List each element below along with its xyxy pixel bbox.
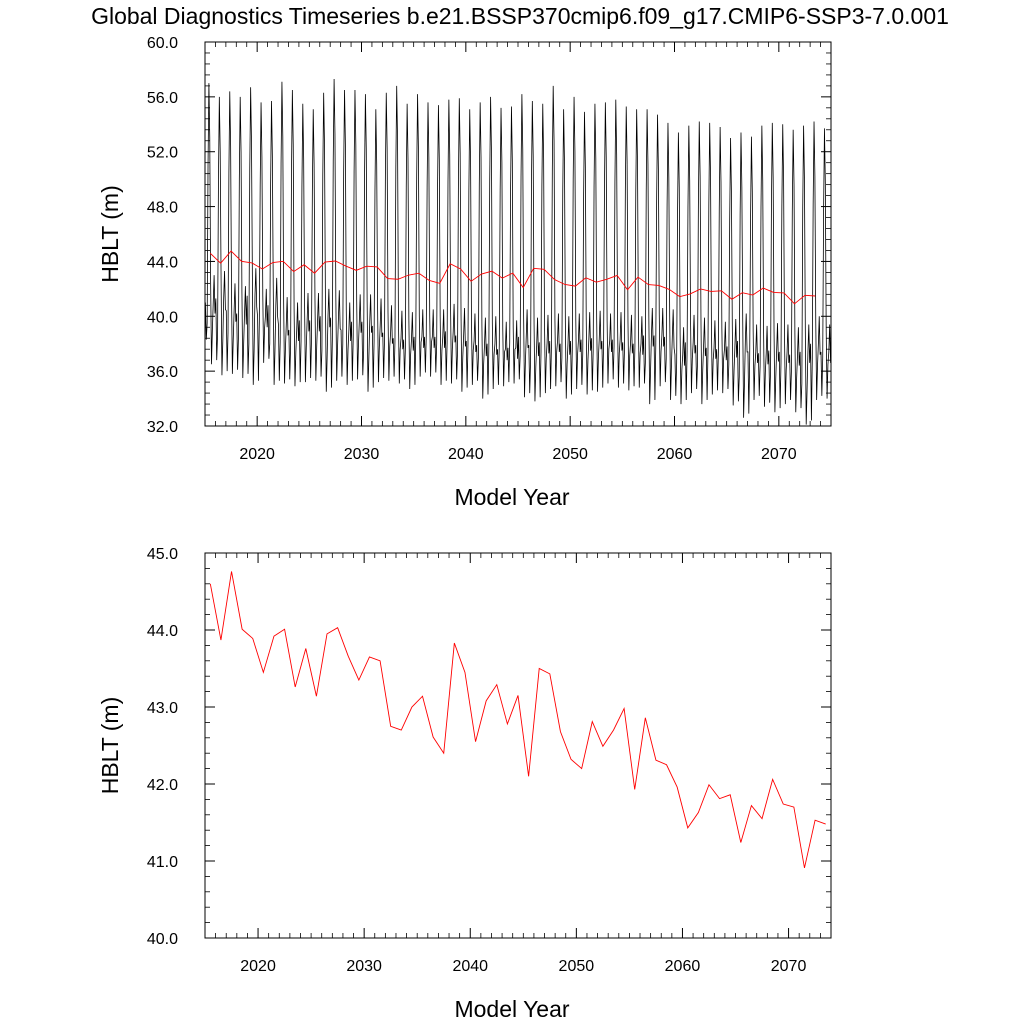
y-tick-label: 36.0 (147, 364, 178, 381)
x-tick-label: 2030 (344, 446, 380, 463)
y-tick-label: 43.0 (147, 700, 178, 717)
x-tick-label: 2040 (452, 958, 488, 975)
x-tick-label: 2070 (761, 446, 797, 463)
y-tick-label: 41.0 (147, 854, 178, 871)
timeseries-panel-annual: 2020 2030 2040 2050 2060 2070 40.0 41.0 42.0 43.0… (97, 546, 832, 1022)
plot-frame (204, 41, 832, 427)
x-tick-label: 2050 (552, 446, 588, 463)
y-tick-label: 56.0 (147, 90, 178, 107)
x-tick-label: 2050 (559, 958, 595, 975)
x-tick-label: 2040 (448, 446, 484, 463)
x-tick-label: 2030 (346, 958, 382, 975)
x-tick-label: 2060 (665, 958, 701, 975)
y-axis-label: HBLT (m) (97, 185, 123, 283)
y-tick-label: 60.0 (147, 35, 178, 52)
y-tick-label: 44.0 (147, 623, 178, 640)
y-tick-label: 48.0 (147, 200, 178, 217)
y-tick-label: 32.0 (147, 419, 178, 436)
y-tick-label: 40.0 (147, 931, 178, 948)
y-tick-label: 44.0 (147, 254, 178, 271)
y-axis-label: HBLT (m) (97, 697, 123, 795)
x-tick-label: 2020 (240, 958, 276, 975)
annual-mean-series-line (209, 250, 816, 305)
monthly-series-line (205, 79, 831, 425)
x-axis-label: Model Year (454, 996, 569, 1022)
y-tick-label: 42.0 (147, 777, 178, 794)
annual-mean-series-line (209, 571, 826, 869)
plot-frame (204, 552, 832, 939)
page-title: Global Diagnostics Timeseries b.e21.BSSP… (91, 3, 949, 29)
x-axis-label: Model Year (454, 484, 569, 510)
x-tick-label: 2060 (657, 446, 693, 463)
x-tick-label: 2070 (771, 958, 807, 975)
timeseries-panel-monthly: 2020 2030 2040 2050 2060 2070 32.0 36.0 40.0 44.0… (97, 35, 832, 510)
y-tick-label: 40.0 (147, 309, 178, 326)
y-tick-label: 45.0 (147, 546, 178, 563)
y-tick-label: 52.0 (147, 145, 178, 162)
x-tick-label: 2020 (239, 446, 275, 463)
